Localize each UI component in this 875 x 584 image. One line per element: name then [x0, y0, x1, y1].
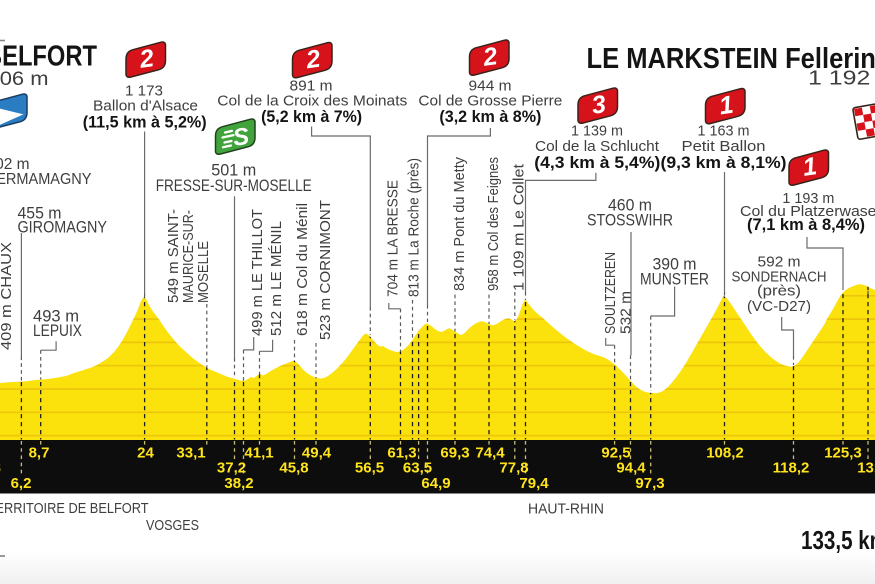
svg-text:Col de Grosse Pierre: Col de Grosse Pierre [418, 93, 562, 110]
svg-text:(11,5 km à 5,2%): (11,5 km à 5,2%) [83, 114, 207, 132]
svg-text:813 m La Roche (près): 813 m La Roche (près) [406, 158, 423, 297]
svg-text:(près): (près) [757, 283, 801, 300]
svg-text:499 m LE THILLOT: 499 m LE THILLOT [249, 209, 266, 336]
svg-text:79,4: 79,4 [519, 475, 549, 492]
svg-text:63,5: 63,5 [403, 460, 432, 477]
svg-text:38,2: 38,2 [224, 475, 253, 492]
svg-text:24: 24 [137, 445, 154, 462]
svg-text:834 m Pont du Metty: 834 m Pont du Metty [451, 157, 468, 291]
svg-text:61,3: 61,3 [387, 445, 416, 462]
svg-text:LE MARKSTEIN Fellering: LE MARKSTEIN Fellering [587, 43, 875, 75]
svg-text:SONDERNACH: SONDERNACH [732, 269, 827, 286]
svg-text:SERMAMAGNY: SERMAMAGNY [0, 171, 92, 188]
svg-text:Col de la Schlucht: Col de la Schlucht [535, 138, 660, 155]
svg-text:(9,3 km à 8,1%): (9,3 km à 8,1%) [661, 154, 787, 172]
svg-text:1 139 m: 1 139 m [571, 122, 623, 139]
svg-text:77,8: 77,8 [499, 460, 528, 477]
svg-text:74,4: 74,4 [475, 445, 505, 462]
svg-text:(3,2 km à 8%): (3,2 km à 8%) [439, 108, 541, 126]
svg-text:1 163 m: 1 163 m [698, 122, 750, 139]
svg-text:1: 1 [717, 91, 735, 121]
svg-text:LEPUIX: LEPUIX [33, 322, 82, 340]
svg-text:2: 2 [303, 45, 322, 75]
svg-text:512 m LE MÉNIL: 512 m LE MÉNIL [268, 221, 285, 336]
svg-text:704 m LA BRESSE: 704 m LA BRESSE [385, 180, 402, 297]
svg-text:Ballon d'Alsace: Ballon d'Alsace [93, 98, 198, 115]
svg-text:1 173: 1 173 [125, 83, 163, 100]
svg-text:1 193 m: 1 193 m [782, 190, 834, 207]
svg-text:(4,3 km à 5,4%): (4,3 km à 5,4%) [534, 154, 660, 172]
svg-text:2: 2 [480, 42, 499, 72]
svg-text:FRESSE-SUR-MOSELLE: FRESSE-SUR-MOSELLE [156, 176, 312, 195]
svg-text:97,3: 97,3 [635, 475, 664, 492]
svg-text:MOSELLE: MOSELLE [195, 241, 212, 303]
svg-text:MAURICE-SUR-: MAURICE-SUR- [180, 210, 197, 303]
svg-text:S: S [231, 123, 251, 152]
svg-text:944 m: 944 m [469, 77, 512, 94]
svg-text:549 m SAINT-: 549 m SAINT- [165, 209, 182, 303]
svg-text:8,7: 8,7 [29, 445, 50, 462]
svg-text:523 m CORNIMONT: 523 m CORNIMONT [317, 200, 334, 340]
svg-text:(5,2 km à 7%): (5,2 km à 7%) [261, 108, 362, 126]
svg-text:56,5: 56,5 [355, 460, 384, 477]
svg-text:33,1: 33,1 [176, 445, 205, 462]
svg-text:Petit Ballon: Petit Ballon [682, 138, 766, 155]
svg-text:49,4: 49,4 [302, 445, 332, 462]
svg-text:1 192 m: 1 192 m [808, 68, 875, 90]
svg-text:891 m: 891 m [290, 77, 333, 94]
svg-text:6,2: 6,2 [11, 475, 32, 492]
svg-text:64,9: 64,9 [421, 475, 450, 492]
svg-text:2: 2 [137, 44, 156, 74]
svg-text:592 m: 592 m [758, 254, 801, 271]
svg-text:GIROMAGNY: GIROMAGNY [18, 219, 108, 237]
svg-text:406 m: 406 m [0, 68, 49, 90]
svg-text:HAUT-RHIN: HAUT-RHIN [528, 501, 604, 518]
svg-text:958 m Col des Feignes: 958 m Col des Feignes [485, 157, 502, 291]
svg-text:37,2: 37,2 [217, 460, 246, 477]
svg-text:502 m: 502 m [0, 156, 30, 173]
svg-text:STOSSWIHR: STOSSWIHR [587, 211, 673, 230]
svg-text:(VC-D27): (VC-D27) [747, 298, 811, 315]
svg-text:3: 3 [0, 460, 1, 477]
svg-text:125,3: 125,3 [824, 445, 862, 462]
svg-text:69,3: 69,3 [440, 445, 469, 462]
svg-text:108,2: 108,2 [706, 445, 744, 462]
svg-text:409 m CHAUX: 409 m CHAUX [0, 242, 15, 350]
svg-text:118,2: 118,2 [773, 460, 810, 477]
svg-text:Col du Platzerwasel: Col du Platzerwasel [740, 203, 875, 220]
svg-text:618 m Col du Ménil: 618 m Col du Ménil [294, 203, 311, 336]
svg-text:94,4: 94,4 [616, 460, 646, 477]
svg-text:1 109 m Le Collet: 1 109 m Le Collet [511, 163, 528, 291]
svg-text:390 m: 390 m [653, 255, 697, 274]
svg-text:92,5: 92,5 [601, 445, 630, 462]
svg-text:MUNSTER: MUNSTER [640, 270, 709, 289]
svg-text:3: 3 [590, 90, 608, 120]
svg-text:45,8: 45,8 [279, 460, 308, 477]
svg-text:532 m: 532 m [618, 291, 635, 334]
svg-text:41,1: 41,1 [244, 445, 273, 462]
svg-text:BELFORT: BELFORT [0, 41, 97, 73]
svg-text:1: 1 [801, 152, 819, 182]
svg-text:VOSGES: VOSGES [146, 517, 199, 534]
svg-text:133,5 km: 133,5 km [801, 525, 875, 555]
svg-text:131,1: 131,1 [857, 460, 875, 477]
svg-text:455 m: 455 m [18, 205, 62, 223]
svg-text:501 m: 501 m [211, 161, 256, 180]
svg-text:SOULTZEREN: SOULTZEREN [602, 252, 619, 334]
svg-text:460 m: 460 m [608, 196, 652, 215]
svg-text:(7,1 km à 8,4%): (7,1 km à 8,4%) [747, 216, 865, 234]
svg-text:TERRITOIRE DE BELFORT: TERRITOIRE DE BELFORT [0, 500, 149, 517]
svg-text:Col de la Croix des Moinats: Col de la Croix des Moinats [217, 93, 407, 110]
svg-text:493 m: 493 m [33, 308, 79, 326]
